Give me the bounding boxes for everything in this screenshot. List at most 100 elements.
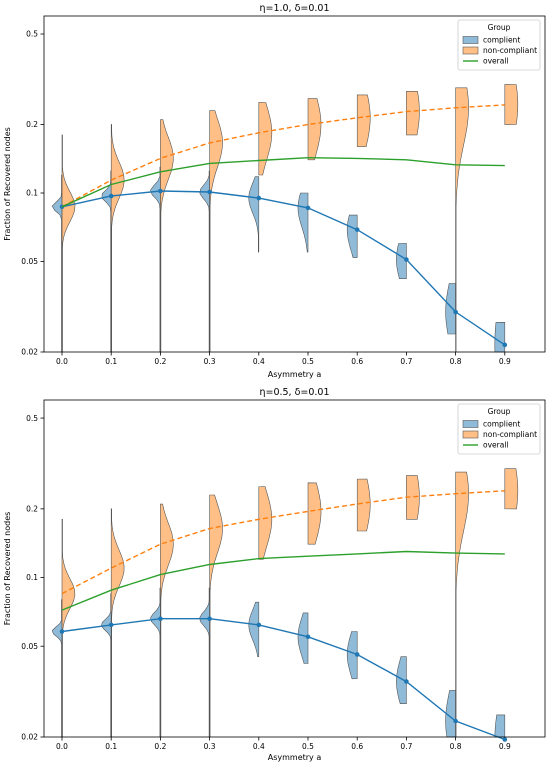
- series-point-complient: [256, 622, 262, 628]
- series-line-complient: [61, 190, 506, 346]
- legend-swatch-complient: [462, 420, 479, 428]
- legend-swatch-non-compliant: [462, 430, 479, 439]
- violin-non-compliant: [160, 503, 174, 738]
- series-point-complient: [453, 718, 458, 724]
- chart-title: η=0.5, δ=0.01: [259, 387, 329, 398]
- violin-non-compliant: [455, 471, 469, 738]
- series-point-complient: [256, 195, 262, 201]
- violin-non-compliant: [61, 518, 76, 738]
- series-point-complient: [207, 189, 212, 195]
- series-point-complient: [354, 652, 360, 657]
- legend-label-non-compliant: non-compliant: [483, 430, 537, 439]
- x-axis-label: Asymmetry a: [268, 753, 322, 762]
- x-tick-label: 0.4: [253, 357, 265, 366]
- x-tick-label: 0.9: [499, 742, 511, 751]
- violin-complient: [445, 283, 456, 335]
- violin-complient: [51, 599, 63, 738]
- violin-complient: [297, 612, 309, 664]
- violin-complient: [494, 322, 506, 353]
- x-tick-label: 0.1: [105, 742, 117, 751]
- y-tick-label: 0.02: [21, 348, 38, 357]
- legend-box: [457, 19, 541, 71]
- x-tick-label: 0.3: [204, 742, 216, 751]
- violin-complient: [199, 170, 210, 353]
- y-tick-label: 0.05: [21, 257, 38, 266]
- x-tick-label: 0.2: [154, 357, 166, 366]
- series-point-complient: [158, 616, 163, 622]
- violin-complient: [150, 587, 161, 738]
- violin-non-compliant: [455, 87, 469, 353]
- x-tick-label: 0.8: [450, 357, 462, 366]
- violin-complient: [297, 192, 309, 253]
- x-tick-label: 0.2: [154, 742, 166, 751]
- violin-complient: [396, 243, 407, 280]
- violin-non-compliant: [504, 84, 519, 125]
- violin-complient: [101, 593, 112, 738]
- violin-non-compliant: [356, 478, 371, 532]
- violin-complient: [150, 166, 161, 353]
- series-point-complient: [108, 193, 114, 199]
- chart-panel-bottom: η=0.5, δ=0.01 0.02 0.05 0.1 0.2 0.5 0.0 0.1 0.2 0…: [3, 387, 546, 762]
- x-tick-label: 0.5: [302, 357, 314, 366]
- violin-complient: [248, 176, 260, 253]
- series-point-complient: [207, 616, 212, 622]
- x-tick-label: 0.9: [499, 357, 511, 366]
- x-tick-label: 0.3: [204, 357, 216, 366]
- y-tick-label: 0.5: [26, 30, 38, 39]
- violin-non-compliant: [307, 98, 322, 161]
- violin-non-compliant: [307, 482, 322, 545]
- y-tick-label: 0.1: [26, 573, 38, 582]
- violin-complient: [248, 601, 260, 658]
- violin-non-compliant: [406, 475, 420, 520]
- series-point-complient: [502, 342, 508, 348]
- y-tick-label: 0.1: [26, 189, 38, 198]
- x-tick-label: 0.6: [351, 742, 363, 751]
- legend-label-complient: complient: [483, 36, 520, 45]
- violin-complient: [346, 631, 358, 680]
- series-point-complient: [502, 737, 508, 742]
- x-tick-label: 0.5: [302, 742, 314, 751]
- series-point-complient: [305, 634, 311, 640]
- x-tick-label: 0.7: [400, 357, 412, 366]
- series-line-overall: [61, 550, 505, 611]
- x-tick-label: 0.0: [56, 742, 68, 751]
- series-point-complient: [158, 188, 163, 194]
- violin-complient: [51, 174, 63, 353]
- y-tick-label: 0.05: [21, 642, 38, 651]
- x-tick-label: 0.6: [351, 357, 363, 366]
- violin-non-compliant: [406, 90, 420, 136]
- x-tick-label: 0.0: [56, 357, 68, 366]
- series-point-complient: [453, 309, 458, 315]
- legend-label-overall: overall: [483, 441, 509, 450]
- axes-frame: [43, 15, 546, 353]
- x-tick-label: 0.7: [400, 742, 412, 751]
- violin-complient: [101, 170, 112, 353]
- x-tick-label: 0.4: [253, 742, 265, 751]
- violin-non-compliant: [61, 134, 76, 353]
- violin-complient: [445, 690, 456, 738]
- violin-non-compliant: [209, 110, 223, 353]
- violin-non-compliant: [356, 94, 371, 147]
- series-point-complient: [59, 629, 65, 634]
- violin-non-compliant: [209, 494, 223, 738]
- legend-swatch-non-compliant: [462, 46, 479, 55]
- violin-non-compliant: [160, 119, 174, 353]
- series-point-complient: [108, 622, 114, 628]
- violin-complient: [494, 714, 506, 738]
- legend-title: Group: [488, 407, 511, 416]
- series-line-non-compliant: [61, 490, 505, 595]
- y-tick-label: 0.2: [26, 120, 38, 129]
- violin-complient: [199, 587, 210, 738]
- violin-non-compliant: [110, 124, 125, 353]
- legend-swatch-complient: [462, 36, 479, 44]
- series-point-complient: [354, 227, 360, 232]
- y-tick-label: 0.02: [21, 733, 38, 742]
- y-axis-label: Fraction of Recovered nodes: [3, 512, 12, 626]
- legend-label-complient: complient: [483, 420, 520, 429]
- y-tick-label: 0.2: [26, 505, 38, 514]
- x-axis-label: Asymmetry a: [268, 370, 322, 379]
- legend-label-overall: overall: [483, 57, 509, 66]
- series-point-complient: [404, 257, 409, 262]
- x-tick-label: 0.8: [450, 742, 462, 751]
